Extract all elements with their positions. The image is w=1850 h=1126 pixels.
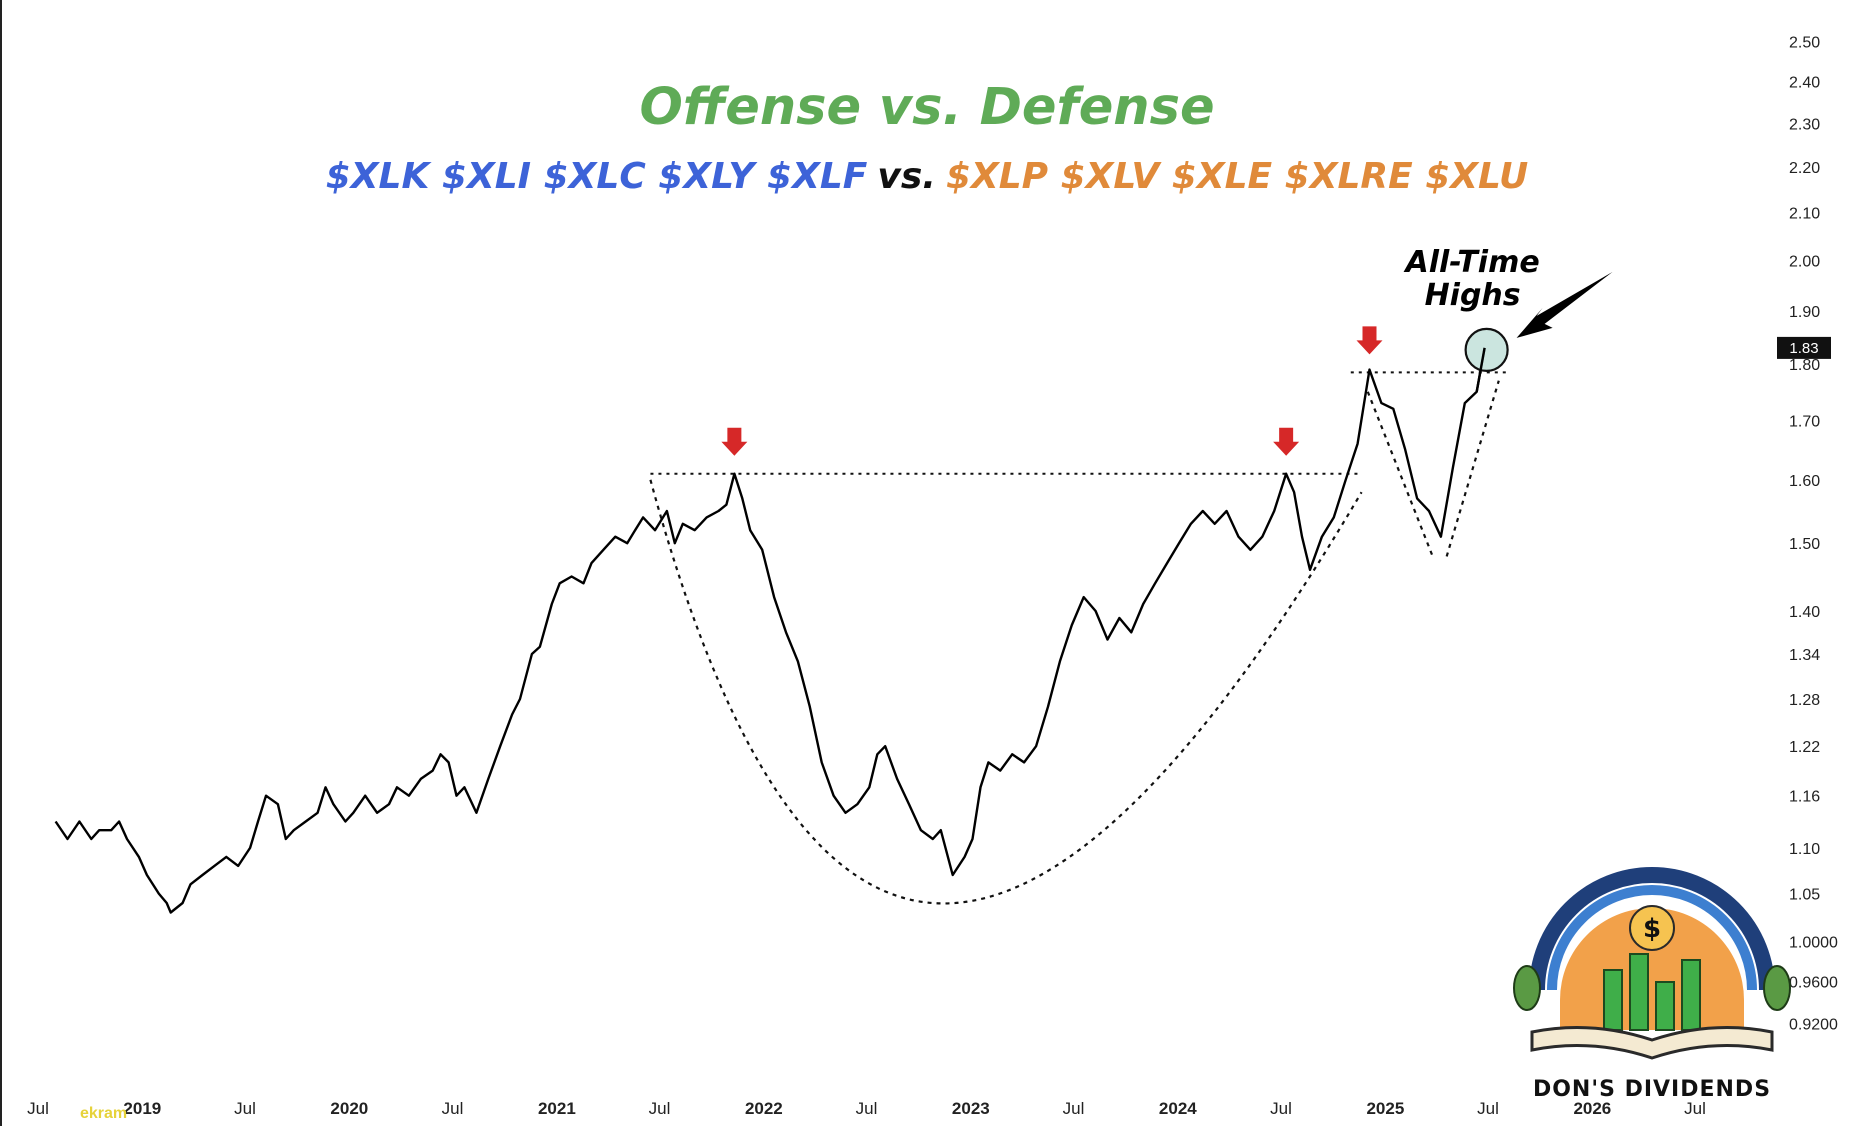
defense-tickers: $XLP $XLV $XLE $XLRE $XLU [946, 156, 1528, 197]
x-tick-label: 2020 [330, 1099, 368, 1118]
x-axis: Jul 2019 Jul 2020 Jul 2021 Jul 2022 Jul 2023 Jul 20… [27, 1099, 1706, 1118]
x-tick-label: 2023 [952, 1099, 990, 1118]
vs-label: vs. [877, 156, 936, 197]
y-tick-label: 1.40 [1789, 604, 1820, 621]
y-tick-label: 1.16 [1789, 789, 1820, 806]
y-tick-label: 1.60 [1789, 473, 1820, 490]
series-layer [54, 347, 1486, 914]
x-tick-label: Jul [649, 1099, 671, 1118]
peak-arrow-icon [1273, 427, 1300, 456]
pointer-arrow-icon [1516, 271, 1613, 338]
y-tick-label: 2.20 [1789, 160, 1820, 177]
x-tick-label: 2019 [123, 1099, 161, 1118]
y-tick-label: 1.28 [1789, 692, 1820, 709]
offense-tickers: $XLK $XLI $XLC $XLY $XLF [326, 156, 868, 197]
logo-bar-3 [1655, 981, 1675, 1031]
series-tip [1475, 347, 1486, 393]
cup-curve [649, 479, 1363, 905]
book-icon [1530, 1026, 1774, 1060]
last-value-label: 1.83 [1789, 340, 1818, 357]
dollar-coin-icon [1629, 905, 1675, 951]
y-tick-label: 2.40 [1789, 75, 1820, 92]
x-tick-label: Jul [1063, 1099, 1085, 1118]
y-axis: 2.50 2.40 2.30 2.20 2.10 2.00 1.90 1.80 1.70 1.60… [1789, 34, 1838, 1033]
logo-bar-4 [1681, 959, 1701, 1031]
dons-dividends-logo: $ DON'S DIVIDENDS [1513, 867, 1791, 1102]
x-tick-label: Jul [234, 1099, 256, 1118]
ath-label-line2: Highs [1425, 278, 1521, 313]
peak-arrow-icon [721, 427, 748, 456]
x-tick-label: 2026 [1573, 1099, 1611, 1118]
pattern-guides [649, 371, 1508, 905]
chart-title: Offense vs. Defense [639, 78, 1214, 137]
last-value-badge-bg [1777, 336, 1831, 359]
logo-bar-2 [1629, 953, 1649, 1031]
leaf-icon-left [1513, 965, 1541, 1011]
svg-text:$: $ [1643, 914, 1661, 944]
x-tick-label: 2024 [1159, 1099, 1197, 1118]
y-tick-label: 2.50 [1789, 34, 1820, 51]
y-tick-label: 2.10 [1789, 206, 1820, 223]
peak-arrow-icon [1356, 326, 1383, 355]
logo-bar-1 [1603, 969, 1623, 1031]
x-tick-label: Jul [442, 1099, 464, 1118]
x-tick-label: Jul [27, 1099, 49, 1118]
logo-arch [1529, 867, 1775, 991]
y-tick-label: 1.10 [1789, 841, 1820, 858]
y-tick-label: 0.9200 [1789, 1016, 1838, 1033]
x-tick-label: Jul [1684, 1099, 1706, 1118]
ath-label-line1: All-Time [1404, 245, 1540, 280]
handle-guide [1366, 380, 1500, 557]
logo-arch-inner [1547, 885, 1757, 991]
y-tick-label: 1.90 [1789, 304, 1820, 321]
y-tick-label: 1.0000 [1789, 935, 1838, 952]
y-tick-label: 2.00 [1789, 254, 1820, 271]
x-tick-label: Jul [1477, 1099, 1499, 1118]
y-tick-label: 1.70 [1789, 413, 1820, 430]
y-tick-label: 0.9600 [1789, 975, 1838, 992]
y-tick-label: 1.34 [1789, 647, 1820, 664]
x-tick-label: 2021 [538, 1099, 576, 1118]
y-tick-label: 2.30 [1789, 116, 1820, 133]
chart-subtitle: $XLK $XLI $XLC $XLY $XLF vs. $XLP $XLV $XL… [326, 156, 1529, 197]
corner-watermark: ekram [80, 1105, 127, 1122]
logo-text: DON'S DIVIDENDS [1533, 1077, 1771, 1102]
last-value-badge: 1.83 [1777, 336, 1831, 359]
y-tick-label: 1.05 [1789, 887, 1820, 904]
leaf-icon-right [1763, 965, 1791, 1011]
y-tick-label: 1.22 [1789, 739, 1820, 756]
x-tick-label: 2025 [1366, 1099, 1404, 1118]
y-tick-label: 1.50 [1789, 536, 1820, 553]
x-tick-label: Jul [856, 1099, 878, 1118]
y-tick-label: 1.80 [1789, 357, 1820, 374]
series-line [54, 347, 1486, 914]
ath-highlight-circle [1464, 327, 1509, 372]
x-tick-label: Jul [1270, 1099, 1292, 1118]
x-tick-label: 2022 [745, 1099, 783, 1118]
